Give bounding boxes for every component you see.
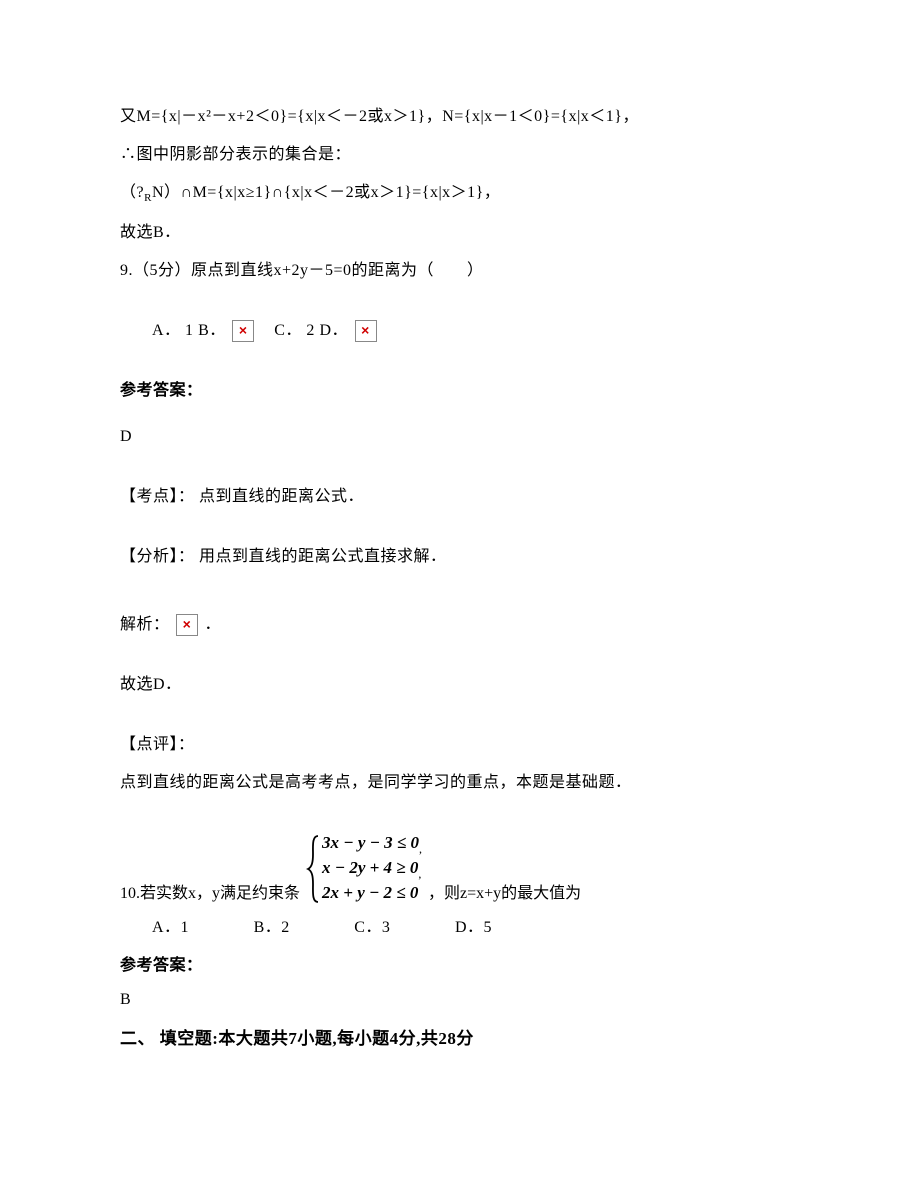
pre-line-4: 故选B． (120, 221, 800, 245)
q10-prefix: 10.若实数x，y满足约束条 (120, 882, 300, 906)
left-brace-icon (306, 834, 320, 904)
section-2-heading: 二、 填空题:本大题共7小题,每小题4分,共28分 (120, 1026, 800, 1052)
q9-opt-b-lead: B． (198, 322, 230, 339)
q9-guxuan: 故选D． (120, 673, 800, 697)
q9-jiexi: 解析： ． (120, 613, 800, 637)
broken-image-icon (355, 320, 377, 342)
q10-opt-b: B．2 (254, 919, 290, 936)
q10-suffix: ，则z=x+y的最大值为 (428, 882, 581, 906)
q9-answer-label: 参考答案： (120, 379, 800, 403)
q10-opt-d: D．5 (455, 919, 492, 936)
q9-jx-tail: ． (205, 616, 222, 633)
q10-answer: B (120, 988, 800, 1012)
q9-kd-text: 点到直线的距离公式． (195, 488, 365, 505)
q9-dianping-text: 点到直线的距离公式是高考考点，是同学学习的重点，本题是基础题． (120, 771, 800, 795)
q10-opt-a: A．1 (152, 919, 189, 936)
pre-l3-a: （? (120, 184, 144, 201)
q9-answer: D (120, 425, 800, 449)
broken-image-icon (232, 320, 254, 342)
pre-l3-sub: R (144, 192, 152, 204)
q9-stem: 9.（5分）原点到直线x+2y－5=0的距离为（ ） (120, 259, 800, 283)
q10-answer-label: 参考答案： (120, 954, 800, 978)
pre-line-3: （?RN）∩M={x|x≥1}∩{x|x＜－2或x＞1}={x|x＞1}， (120, 181, 800, 207)
q9-kd-label: 【考点】： (120, 488, 195, 505)
q10-brace: 3x − y − 3 ≤ 0, x − 2y + 4 ≥ 0, 2x + y −… (306, 832, 422, 907)
pre-line-1: 又M={x|－x²－x+2＜0}={x|x＜－2或x＞1}，N={x|x－1＜0… (120, 105, 800, 129)
q10-opt-c: C．3 (354, 919, 390, 936)
pre-l3-b: N）∩M={x|x≥1}∩{x|x＜－2或x＞1}={x|x＞1}， (152, 184, 500, 201)
pre-line-2: ∴图中阴影部分表示的集合是： (120, 143, 800, 167)
q10-c3: 2x + y − 2 ≤ 0 (322, 882, 422, 907)
q9-options: A． 1 B． C． 2 D． (120, 319, 800, 343)
q9-opt-d-lead: D． (319, 322, 352, 339)
q9-fx-text: 用点到直线的距离公式直接求解． (195, 548, 447, 565)
broken-image-icon (176, 614, 198, 636)
q10-c2: x − 2y + 4 ≥ 0, (322, 857, 422, 882)
q9-fx-label: 【分析】： (120, 548, 195, 565)
q9-jx-lead: 解析： (120, 616, 170, 633)
q9-kaodian: 【考点】： 点到直线的距离公式． (120, 485, 800, 509)
q9-opt-a: A． 1 (152, 322, 194, 339)
q9-opt-c: C． 2 (274, 322, 315, 339)
q10-stem-row: 10.若实数x，y满足约束条 3x − y − 3 ≤ 0, x − 2y + … (120, 831, 800, 906)
q10-options: A．1 B．2 C．3 D．5 (120, 916, 800, 940)
q10-c1: 3x − y − 3 ≤ 0, (322, 832, 422, 857)
q9-fenxi: 【分析】： 用点到直线的距离公式直接求解． (120, 545, 800, 569)
q9-dianping-label: 【点评】： (120, 733, 800, 757)
